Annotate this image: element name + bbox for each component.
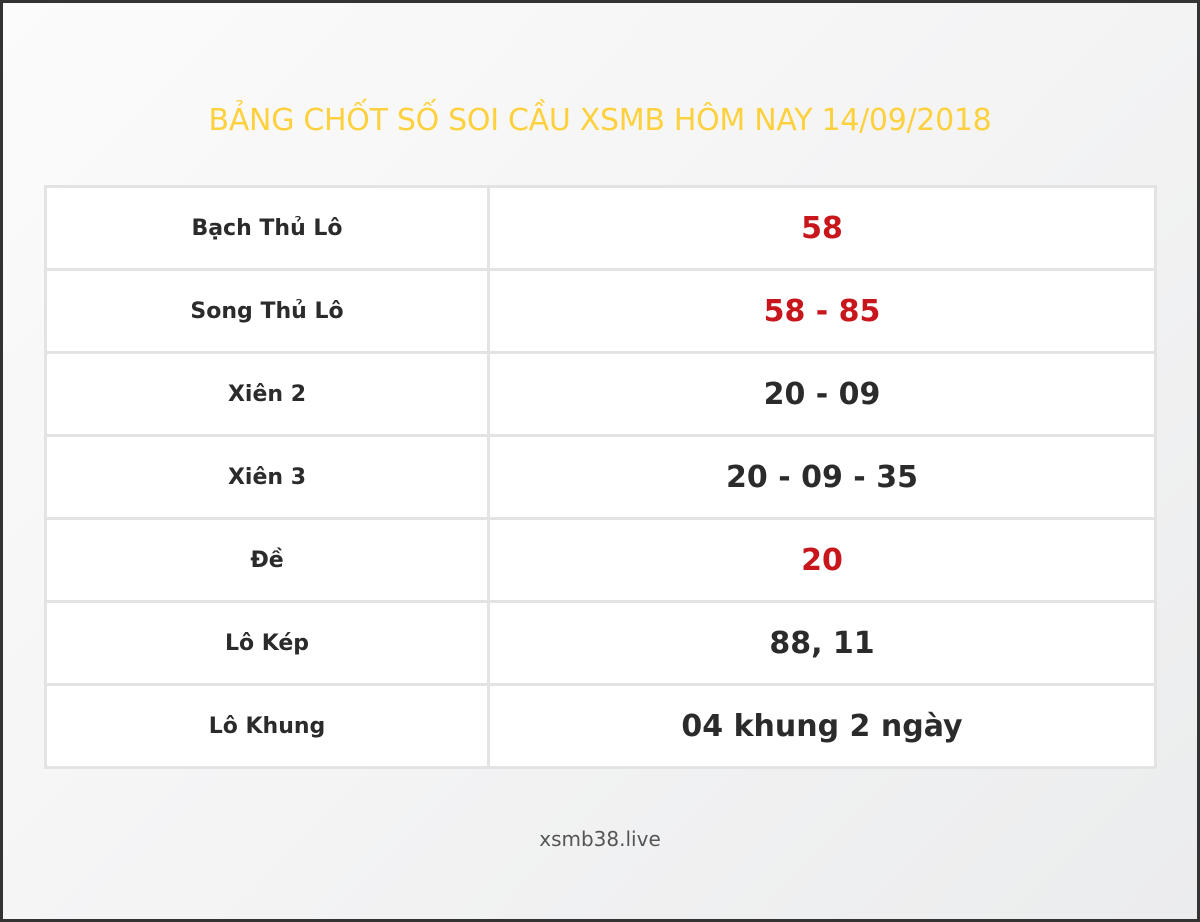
row-value: 58 bbox=[487, 185, 1157, 271]
prediction-table: Bạch Thủ Lô 58 Song Thủ Lô 58 - 85 Xiên 2 20 … bbox=[44, 185, 1157, 769]
table-row: Xiên 2 20 - 09 bbox=[44, 351, 1157, 437]
row-label: Bạch Thủ Lô bbox=[44, 185, 490, 271]
row-value: 88, 11 bbox=[487, 600, 1157, 686]
row-label: Song Thủ Lô bbox=[44, 268, 490, 354]
row-label: Lô Kép bbox=[44, 600, 490, 686]
row-label: Xiên 3 bbox=[44, 434, 490, 520]
row-label: Lô Khung bbox=[44, 683, 490, 769]
row-value: 04 khung 2 ngày bbox=[487, 683, 1157, 769]
row-value: 20 - 09 bbox=[487, 351, 1157, 437]
row-label: Đề bbox=[44, 517, 490, 603]
row-label: Xiên 2 bbox=[44, 351, 490, 437]
table-row: Đề 20 bbox=[44, 517, 1157, 603]
row-value: 58 - 85 bbox=[487, 268, 1157, 354]
row-value: 20 - 09 - 35 bbox=[487, 434, 1157, 520]
page-title: BẢNG CHỐT SỐ SOI CẦU XSMB HÔM NAY 14/09/… bbox=[208, 103, 992, 138]
table-row: Bạch Thủ Lô 58 bbox=[44, 185, 1157, 271]
table-row: Xiên 3 20 - 09 - 35 bbox=[44, 434, 1157, 520]
site-watermark: xsmb38.live bbox=[539, 827, 661, 851]
table-row: Lô Khung 04 khung 2 ngày bbox=[44, 683, 1157, 769]
table-row: Song Thủ Lô 58 - 85 bbox=[44, 268, 1157, 354]
table-row: Lô Kép 88, 11 bbox=[44, 600, 1157, 686]
row-value: 20 bbox=[487, 517, 1157, 603]
